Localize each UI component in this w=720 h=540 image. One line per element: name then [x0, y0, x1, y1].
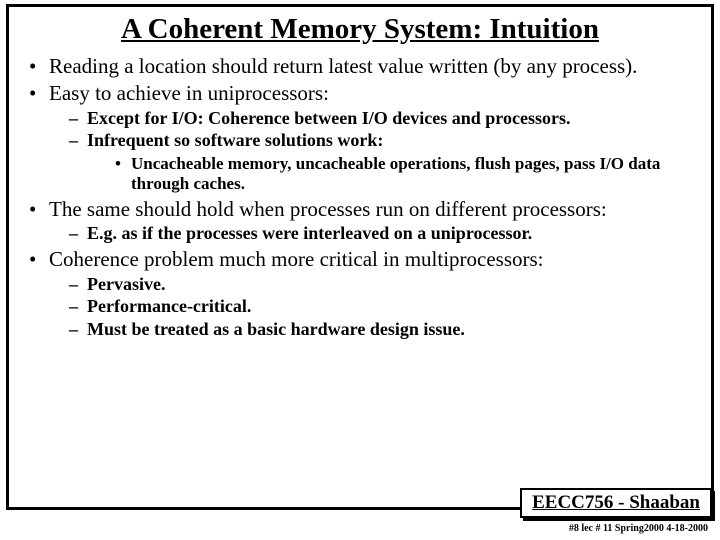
bullet-3: The same should hold when processes run … — [23, 197, 697, 245]
bullet-4: Coherence problem much more critical in … — [23, 247, 697, 341]
bullet-3a: E.g. as if the processes were interleave… — [67, 223, 697, 245]
bullet-2b-sublist: Uncacheable memory, uncacheable operatio… — [113, 154, 697, 195]
bullet-4b: Performance-critical. — [67, 296, 697, 318]
bullet-4-sublist: Pervasive. Performance-critical. Must be… — [67, 274, 697, 341]
bullet-1: Reading a location should return latest … — [23, 54, 697, 79]
bullet-2b-text: Infrequent so software solutions work: — [87, 130, 383, 150]
slide-frame: A Coherent Memory System: Intuition Read… — [6, 4, 714, 510]
bullet-2a: Except for I/O: Coherence between I/O de… — [67, 108, 697, 130]
bullet-3-text: The same should hold when processes run … — [49, 197, 607, 221]
bullet-2: Easy to achieve in uniprocessors: Except… — [23, 81, 697, 195]
bullet-2-sublist: Except for I/O: Coherence between I/O de… — [67, 108, 697, 195]
bullet-4c: Must be treated as a basic hardware desi… — [67, 319, 697, 341]
slide-title: A Coherent Memory System: Intuition — [23, 13, 697, 46]
bullet-3-sublist: E.g. as if the processes were interleave… — [67, 223, 697, 245]
bullet-2-text: Easy to achieve in uniprocessors: — [49, 81, 329, 105]
footer-meta-line: #8 lec # 11 Spring2000 4-18-2000 — [569, 523, 708, 534]
footer-course-box: EECC756 - Shaaban — [520, 488, 712, 518]
bullet-list: Reading a location should return latest … — [23, 54, 697, 340]
bullet-4-text: Coherence problem much more critical in … — [49, 247, 544, 271]
bullet-4a: Pervasive. — [67, 274, 697, 296]
bullet-2b: Infrequent so software solutions work: U… — [67, 130, 697, 194]
bullet-2b1: Uncacheable memory, uncacheable operatio… — [113, 154, 697, 195]
